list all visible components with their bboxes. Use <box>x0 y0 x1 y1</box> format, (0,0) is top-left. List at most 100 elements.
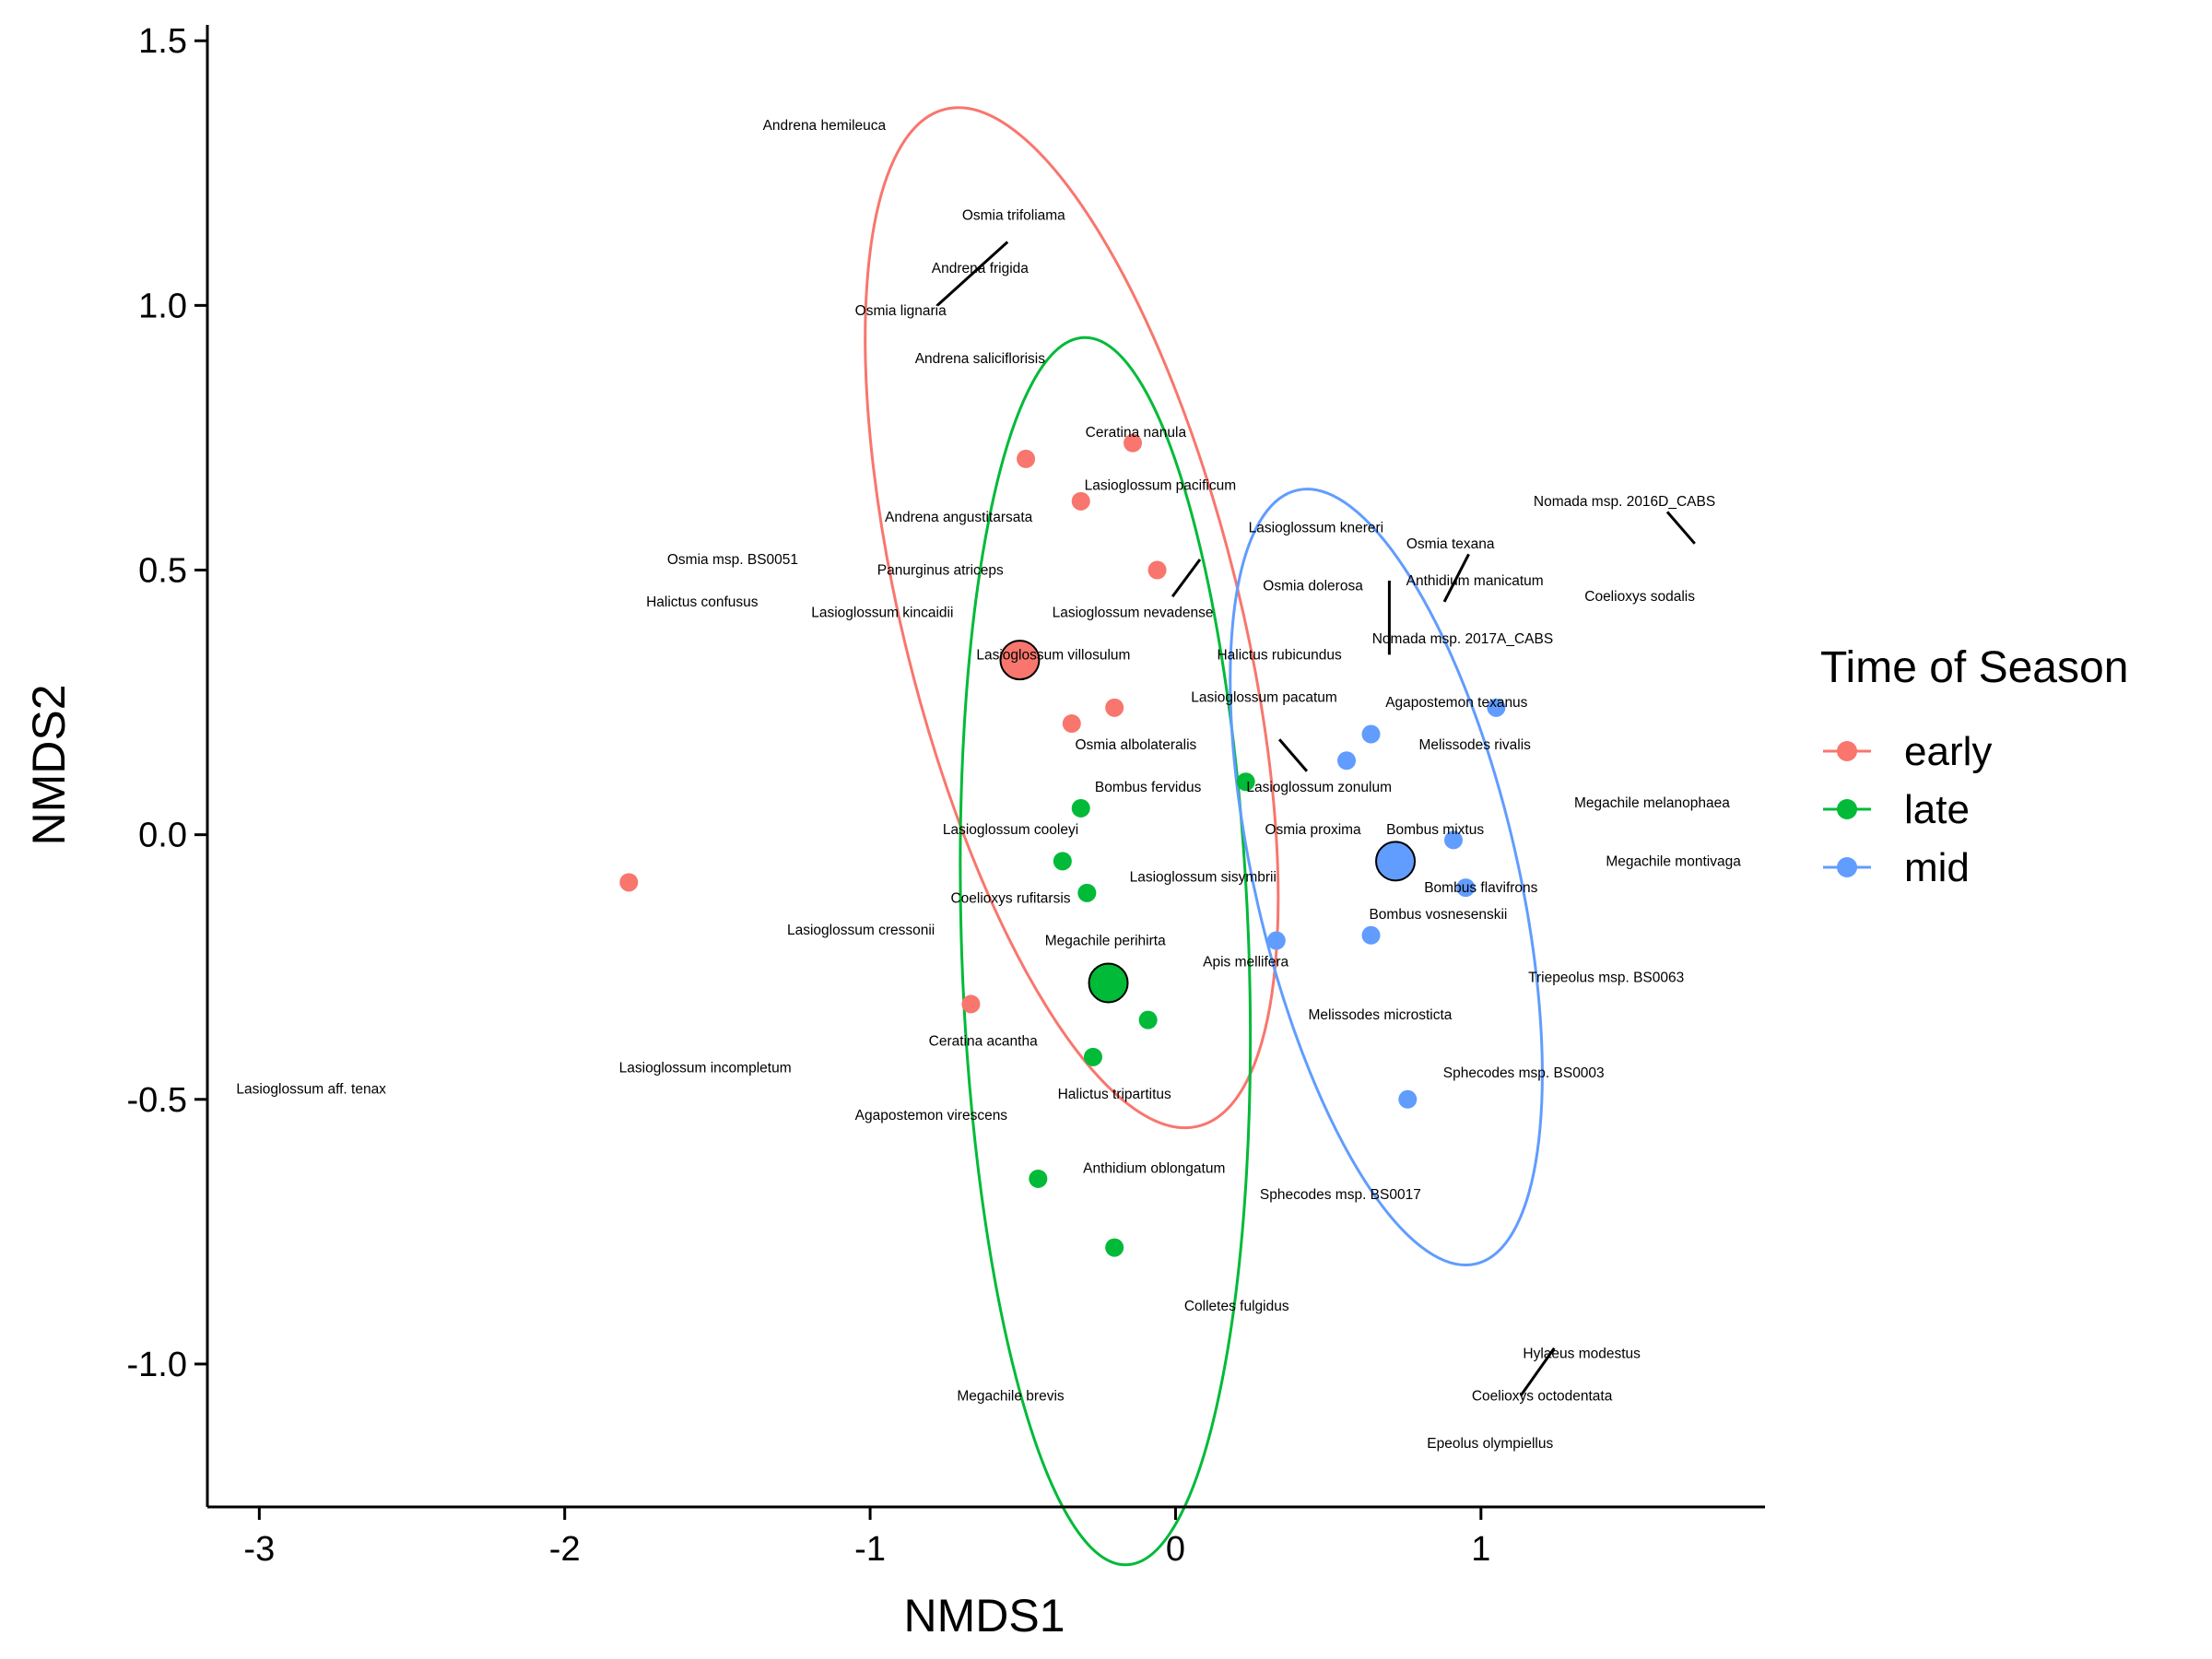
species-label: Agapostemon texanus <box>1385 695 1527 711</box>
point-mid <box>1456 878 1476 898</box>
species-label: Lasioglossum nevadense <box>1053 605 1214 620</box>
point-early <box>1124 433 1143 453</box>
x-tick-label: -2 <box>549 1530 581 1569</box>
point-late <box>1077 883 1097 902</box>
point-mid <box>1361 724 1381 744</box>
y-tick-label: -0.5 <box>127 1081 187 1120</box>
species-label: Melissodes microsticta <box>1309 1007 1453 1023</box>
label-leader-lines <box>935 241 1696 1397</box>
species-label: Lasioglossum villosulum <box>976 647 1130 663</box>
point-early <box>1071 491 1090 511</box>
species-label: Megachile brevis <box>957 1388 1065 1404</box>
y-tick-label: 1.5 <box>138 22 187 61</box>
species-label: Megachile melanophaea <box>1574 795 1730 811</box>
species-label: Andrena angustitarsata <box>885 510 1033 525</box>
leader-line <box>1519 1347 1556 1397</box>
leader-line <box>1277 738 1309 772</box>
point-late <box>1138 1010 1158 1030</box>
group-centroids <box>999 640 1417 1004</box>
point-late <box>1053 852 1072 871</box>
ellipse-early <box>864 106 1280 1130</box>
point-early <box>961 994 981 1014</box>
leader-line <box>1442 553 1470 603</box>
species-label: Sphecodes msp. BS0017 <box>1260 1187 1421 1203</box>
legend-key-dot-late <box>1837 799 1857 819</box>
species-label: Lasioglossum aff. tenax <box>236 1081 386 1097</box>
leader-line <box>935 241 1009 307</box>
species-label: Bombus flavifrons <box>1424 880 1537 896</box>
x-axis-ticks: -3 -2 -1 0 1 <box>243 1507 1490 1569</box>
point-late <box>1105 1238 1124 1257</box>
species-label: Colletes fulgidus <box>1184 1299 1289 1314</box>
species-label: Bombus mixtus <box>1386 822 1484 838</box>
plot-area: Andrena hemileuca Osmia trifoliama Andrena… <box>236 106 1741 1567</box>
y-tick-label: 0.0 <box>138 817 187 855</box>
species-label: Anthidium oblongatum <box>1083 1160 1225 1176</box>
species-label: Bombus fervidus <box>1095 780 1202 795</box>
species-label: Osmia texana <box>1406 536 1495 552</box>
axes: -3 -2 -1 0 1 -1.0 -0.5 0.0 0.5 1.0 1.5 NMDS1 NMDS… <box>23 22 1765 1641</box>
data-points <box>619 433 1506 1257</box>
centroid-mid <box>1375 841 1417 882</box>
species-labels: Andrena hemileuca Osmia trifoliama Andrena… <box>236 118 1741 1452</box>
species-label: Osmia trifoliama <box>962 208 1065 224</box>
point-mid <box>1444 830 1463 850</box>
species-label: Melissodes rivalis <box>1418 737 1531 753</box>
y-tick-label: 1.0 <box>138 287 187 325</box>
species-label: Bombus vosnesenskii <box>1369 907 1507 923</box>
species-label: Lasioglossum zonulum <box>1246 780 1392 795</box>
species-label: Halictus confusus <box>646 594 759 610</box>
species-label: Osmia lignaria <box>855 303 947 319</box>
species-label: Ceratina acantha <box>929 1034 1038 1050</box>
species-label: Osmia proxima <box>1265 822 1361 838</box>
species-label: Lasioglossum cressonii <box>787 923 935 938</box>
species-label: Coelioxys octodentata <box>1472 1388 1613 1404</box>
y-tick-label: 0.5 <box>138 552 187 591</box>
species-label: Halictus rubicundus <box>1217 647 1342 663</box>
species-label: Megachile perihirta <box>1045 934 1166 949</box>
species-label: Megachile montivaga <box>1606 853 1741 869</box>
point-late <box>1236 772 1255 792</box>
legend-key-dot-early <box>1837 741 1857 761</box>
species-label: Osmia msp. BS0051 <box>667 552 798 568</box>
species-label: Coelioxys sodalis <box>1584 589 1695 605</box>
point-mid <box>1398 1089 1418 1109</box>
centroid-late <box>1088 962 1129 1004</box>
species-label: Lasioglossum incompletum <box>619 1060 792 1076</box>
species-label: Osmia albolateralis <box>1075 737 1196 753</box>
x-tick-label: 1 <box>1471 1530 1490 1569</box>
point-late <box>1029 1169 1048 1188</box>
leader-line <box>1171 559 1202 598</box>
x-axis-title: NMDS1 <box>903 1590 1065 1641</box>
species-label: Sphecodes msp. BS0003 <box>1443 1065 1605 1081</box>
x-tick-label: 0 <box>1166 1530 1185 1569</box>
species-label: Panurginus atriceps <box>877 563 1004 579</box>
x-tick-label: -1 <box>854 1530 886 1569</box>
point-mid <box>1337 751 1357 771</box>
species-label: Nomada msp. 2017A_CABS <box>1372 631 1553 647</box>
leader-line <box>1665 511 1696 545</box>
point-late <box>1071 798 1090 818</box>
confidence-ellipses <box>864 106 1544 1567</box>
x-tick-label: -3 <box>243 1530 275 1569</box>
species-label: Lasioglossum pacatum <box>1191 689 1337 705</box>
ellipse-mid <box>1229 488 1544 1266</box>
species-label: Lasioglossum kincaidii <box>811 605 953 620</box>
species-label: Hylaeus modestus <box>1523 1346 1641 1361</box>
species-label: Halictus tripartitus <box>1058 1087 1171 1102</box>
species-label: Apis mellifera <box>1203 954 1288 970</box>
species-label: Lasioglossum knereri <box>1249 521 1383 536</box>
legend-items: early late mid <box>1823 729 1992 890</box>
legend-label-late: late <box>1904 787 1970 832</box>
point-early <box>1147 560 1167 580</box>
y-tick-label: -1.0 <box>127 1346 187 1384</box>
legend-key-dot-mid <box>1837 857 1857 877</box>
point-late <box>1083 1047 1102 1066</box>
y-axis-ticks: -1.0 -0.5 0.0 0.5 1.0 1.5 <box>127 22 207 1384</box>
species-label: Coelioxys rufitarsis <box>950 891 1070 907</box>
point-early <box>1017 449 1036 468</box>
species-label: Epeolus olympiellus <box>1427 1436 1553 1452</box>
species-label: Andrena frigida <box>932 261 1030 276</box>
legend-label-mid: mid <box>1904 845 1970 890</box>
